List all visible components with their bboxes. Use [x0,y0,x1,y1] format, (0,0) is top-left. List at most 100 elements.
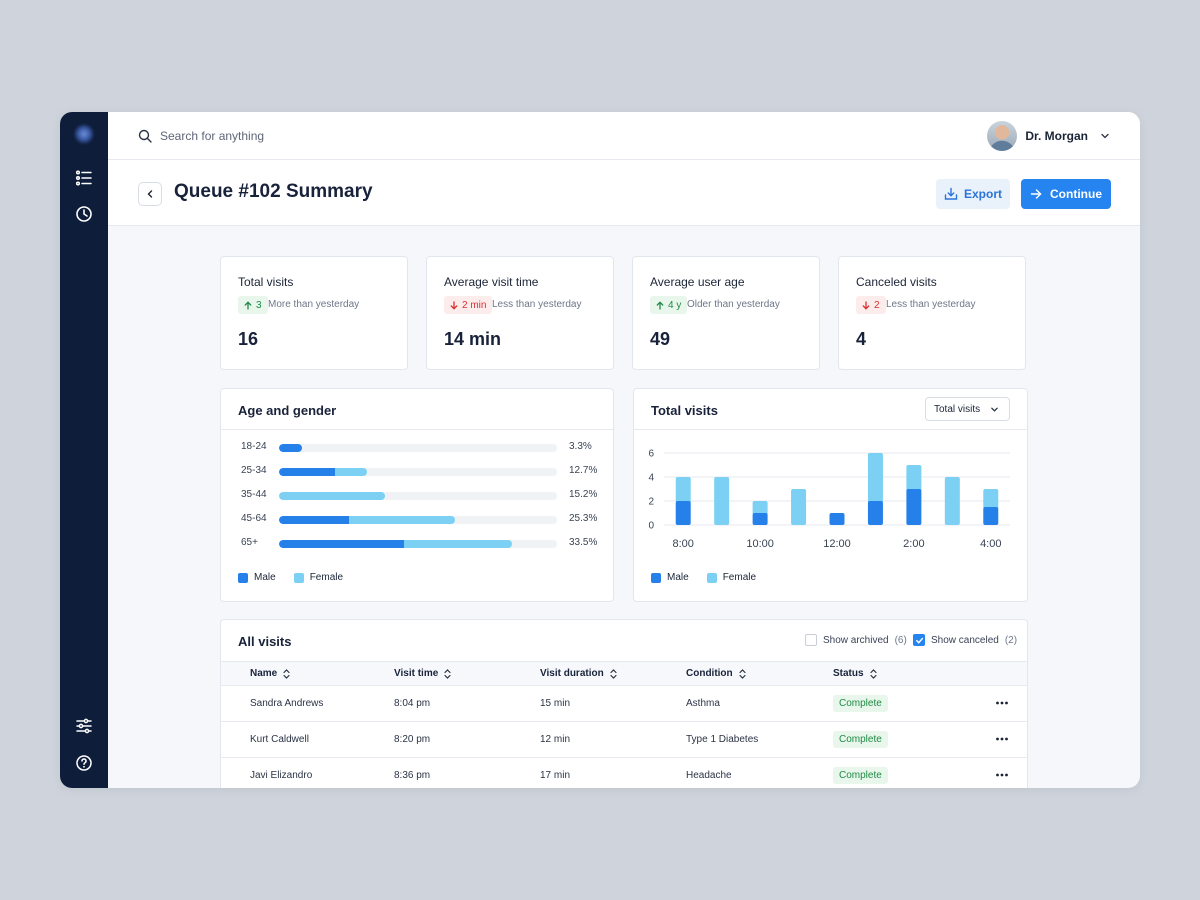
cell-condition: Type 1 Diabetes [686,734,759,745]
bar-female [983,489,999,509]
y-tick-label: 0 [648,521,654,532]
more-options-icon[interactable] [995,769,1009,781]
table-row[interactable]: Kurt Caldwell 8:20 pm 12 min Type 1 Diab… [221,722,1027,758]
cell-visit-time: 8:20 pm [394,734,431,745]
sort-icon [283,668,290,679]
age-bar-female [279,492,385,500]
clock-icon[interactable] [74,204,94,224]
cell-visit-time: 8:36 pm [394,770,431,781]
status-badge: Complete [833,731,888,748]
export-button[interactable]: Export [936,179,1010,209]
continue-label: Continue [1050,187,1102,201]
age-bar-female [348,516,455,524]
age-bar-male [279,444,302,452]
arrow-up-icon [656,300,664,310]
arrow-right-icon [1030,189,1042,199]
arrow-down-icon [862,300,870,310]
legend-swatch-male [651,572,661,583]
age-group-label: 18-24 [241,441,267,452]
page-header: Queue #102 Summary Export Continue [108,160,1140,226]
show-canceled-checkbox[interactable] [913,634,925,646]
chevron-left-icon [147,190,153,198]
download-icon [944,187,958,200]
age-group-label: 45-64 [241,513,267,524]
cell-visit-duration: 15 min [540,698,571,709]
more-options-icon[interactable] [995,697,1009,709]
age-bar-track [279,444,557,452]
back-button[interactable] [138,182,162,206]
age-group-percent: 12.7% [569,465,598,476]
help-icon[interactable] [74,753,94,773]
age-bar-row: 18-24 3.3% [241,441,601,455]
list-icon[interactable] [74,168,94,188]
age-bar-track [279,540,557,548]
total-visits-chart: 0 2 4 6 8:00 10:00 12:00 2:00 4:00 [648,449,1010,550]
age-group-label: 65+ [241,537,258,548]
continue-button[interactable]: Continue [1021,179,1111,209]
age-group-label: 25-34 [241,465,267,476]
delta-badge: 2 min [444,296,493,314]
sidebar [60,112,108,788]
delta-badge: 4 y [650,296,688,314]
age-bar-track [279,516,557,524]
column-header-visit-duration[interactable]: Visit duration [540,668,617,679]
check-icon [915,637,923,644]
search-input[interactable] [160,126,460,146]
cell-condition: Asthma [686,698,720,709]
bar-male [983,507,999,525]
legend-male: Male [254,572,276,583]
show-archived-checkbox[interactable] [805,634,817,646]
show-archived-count: (6) [894,634,907,646]
top-bar: Dr. Morgan [108,112,1140,160]
column-header-visit-time[interactable]: Visit time [394,668,451,679]
chart-metric-select[interactable]: Total visits [925,397,1010,421]
age-gender-panel: Age and gender 18-24 3.3% 25-34 12.7% 35-44 1… [220,388,614,602]
bar-female [714,477,730,525]
total-visits-panel: Total visits Total visits 0 2 4 6 8:00 10:00 1… [633,388,1028,602]
delta-badge: 3 [238,296,268,314]
x-tick-label: 10:00 [746,538,774,550]
legend-swatch-male [238,572,248,583]
stat-title: Average visit time [444,275,539,289]
more-options-icon[interactable] [995,733,1009,745]
table-title: All visits [238,634,292,649]
table-row[interactable]: Sandra Andrews 8:04 pm 15 min Asthma Com… [221,686,1027,722]
column-header-condition[interactable]: Condition [686,668,746,679]
column-header-status[interactable]: Status [833,668,877,679]
cell-visit-time: 8:04 pm [394,698,431,709]
age-bar-row: 65+ 33.5% [241,537,601,551]
panel-title: Total visits [651,403,718,418]
column-header-name[interactable]: Name [250,668,290,679]
bar-female [944,477,960,525]
age-bar-track [279,492,557,500]
arrow-down-icon [450,300,458,310]
bar-female [752,501,768,515]
sliders-icon[interactable] [74,716,94,736]
legend-swatch-female [293,572,304,583]
user-menu[interactable]: Dr. Morgan [987,121,1110,151]
table-header: Name Visit time Visit duration Condition… [221,661,1027,686]
status-badge: Complete [833,767,888,784]
show-archived-toggle[interactable]: Show archived (6) [805,634,907,646]
stat-value: 16 [238,329,259,349]
chevron-down-icon [1101,133,1109,139]
show-canceled-toggle[interactable]: Show canceled (2) [913,634,1017,646]
cell-visit-duration: 12 min [540,734,571,745]
panel-title: Age and gender [238,403,337,418]
bar-male [867,501,883,525]
age-bar-male [279,540,405,548]
delta-badge: 2 [856,296,886,314]
show-canceled-label: Show canceled [931,634,999,646]
status-badge: Complete [833,695,888,712]
table-row[interactable]: Javi Elizandro 8:36 pm 17 min Headache C… [221,758,1027,788]
age-group-percent: 15.2% [569,489,598,500]
age-bar-row: 45-64 25.3% [241,513,601,527]
x-tick-label: 4:00 [980,538,1001,550]
age-group-percent: 3.3% [569,441,592,452]
stat-value: 49 [650,329,671,349]
cell-condition: Headache [686,770,732,781]
age-bar-row: 25-34 12.7% [241,465,601,479]
delta-note: Less than yesterday [492,299,582,310]
cell-name: Sandra Andrews [250,698,324,709]
stat-card-average-user-age: Average user age 4 y Older than yesterda… [632,256,820,370]
